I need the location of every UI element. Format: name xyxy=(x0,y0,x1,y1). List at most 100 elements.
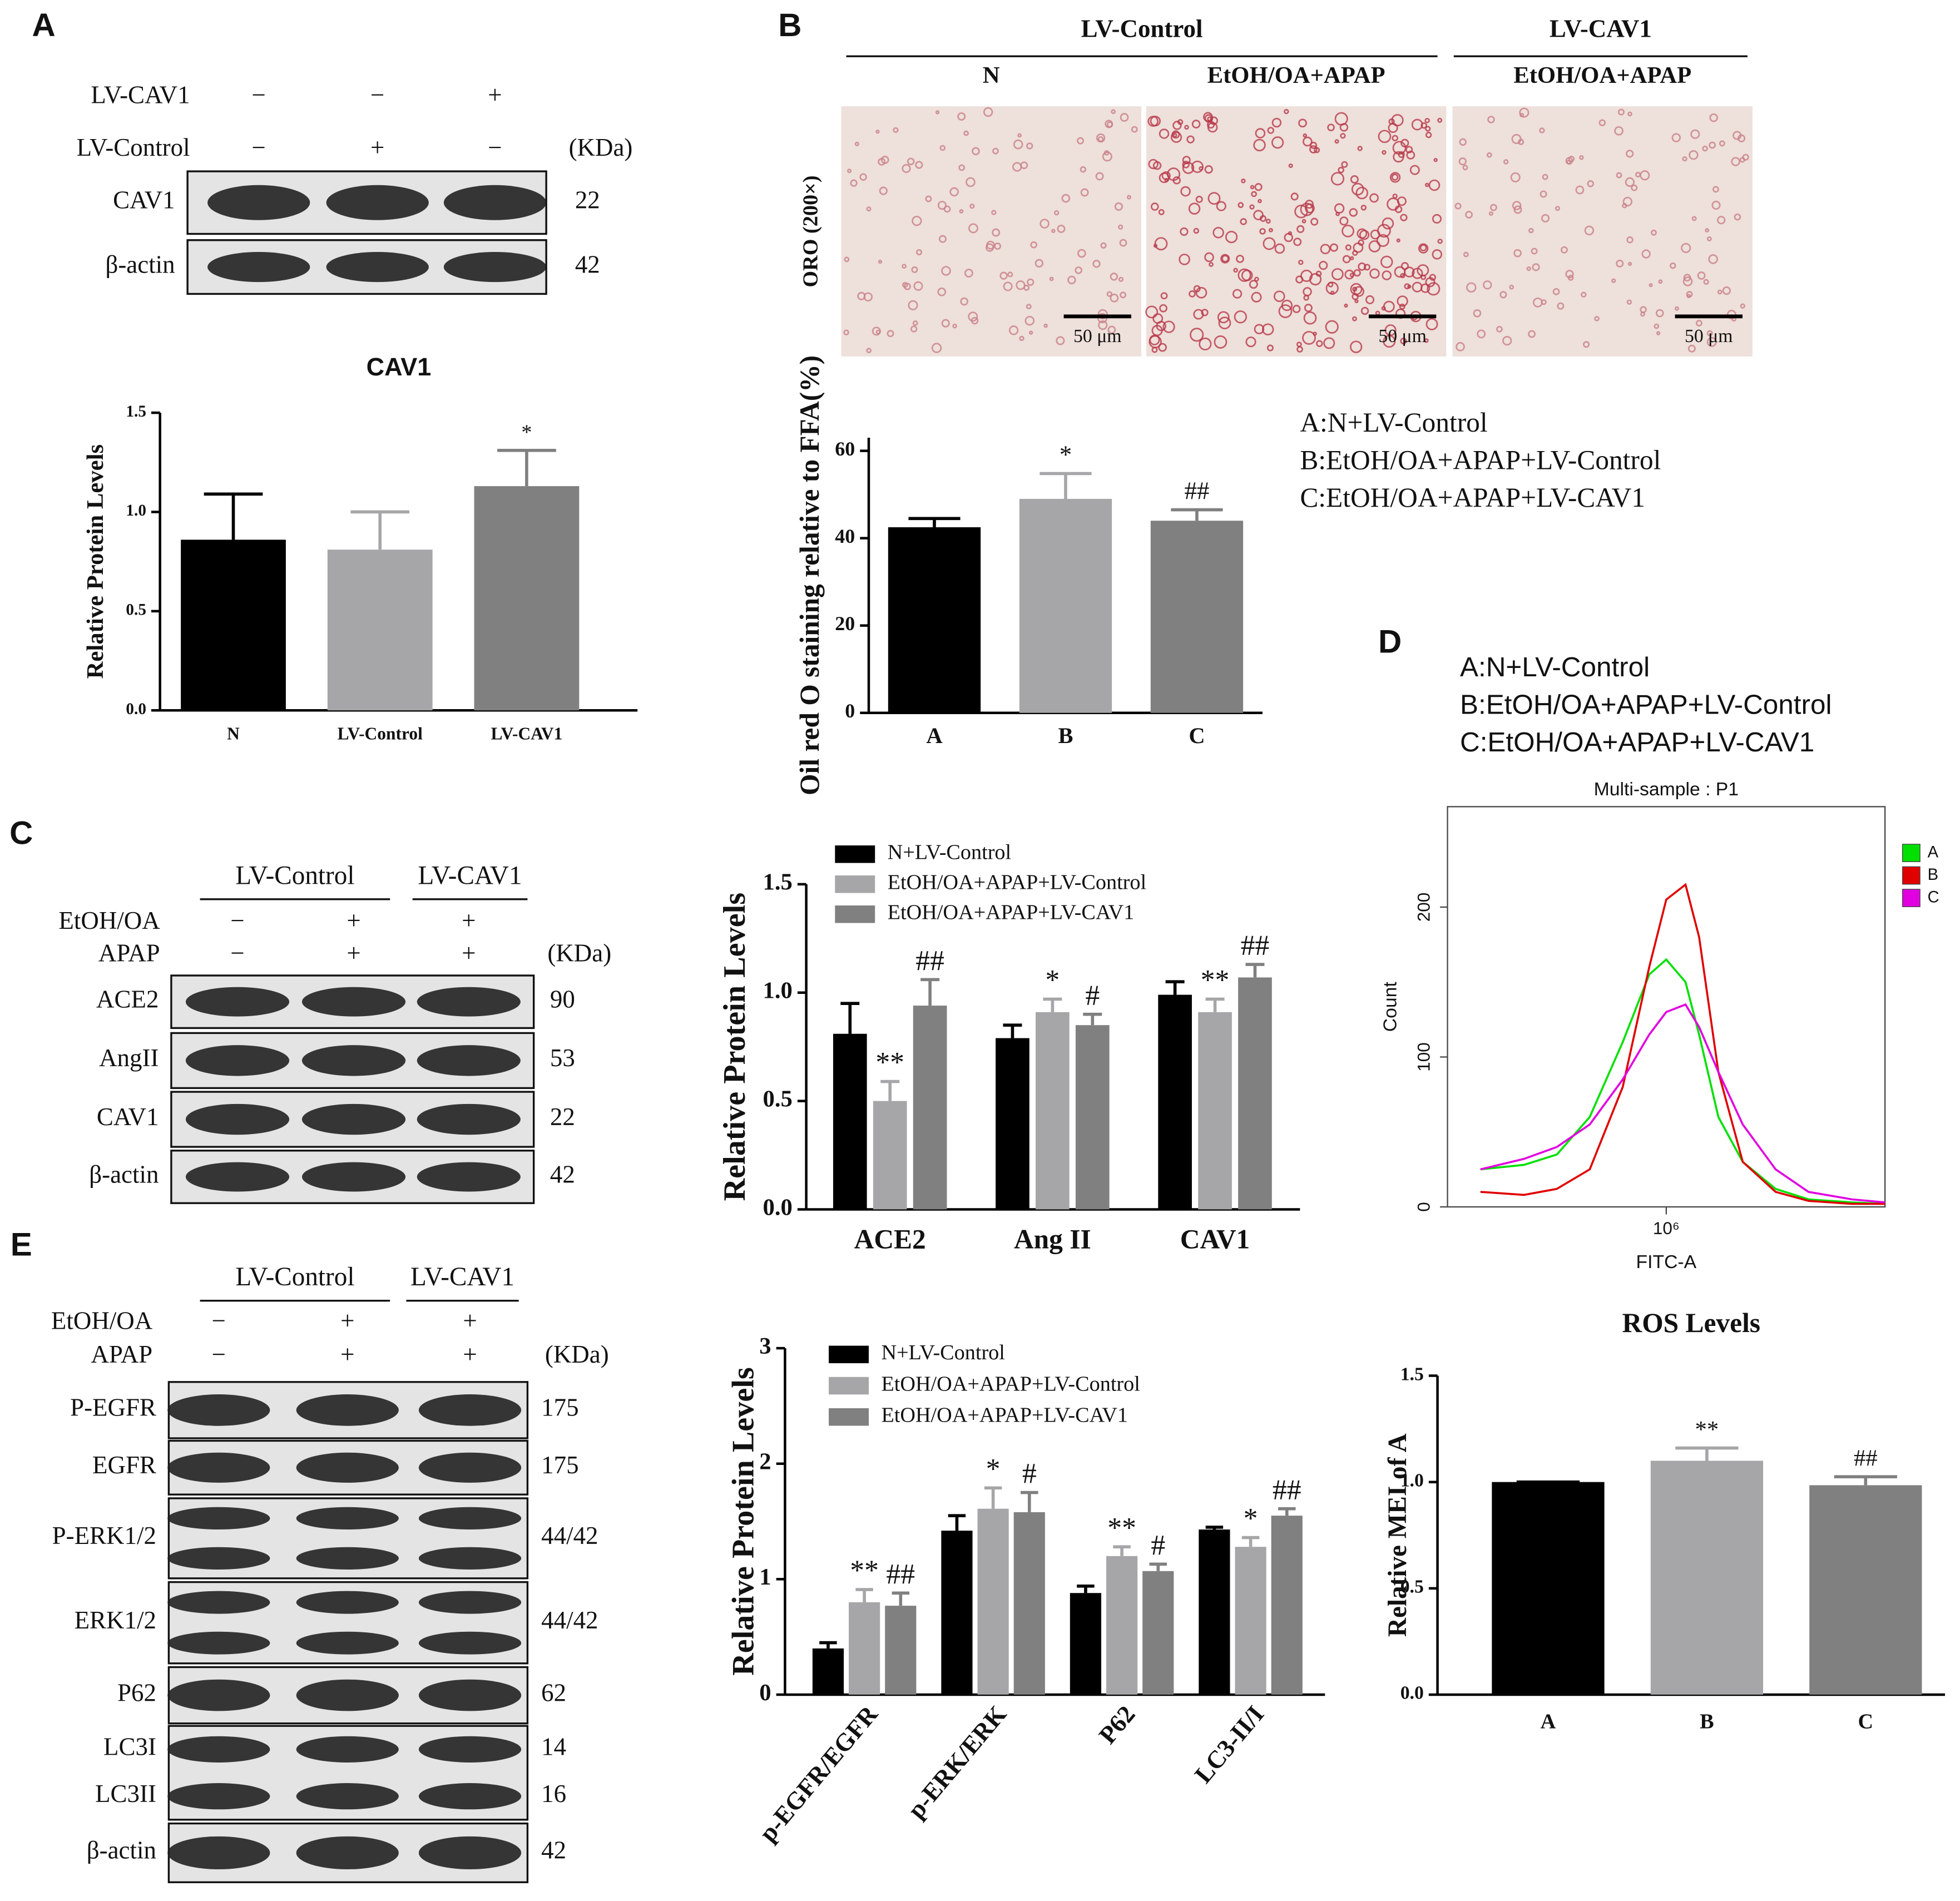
protein-band xyxy=(326,252,429,283)
lipid-droplet xyxy=(1396,238,1400,242)
lipid-droplet xyxy=(1077,249,1086,258)
group-label: LV-Control xyxy=(235,861,354,890)
lipid-droplet xyxy=(1358,262,1367,271)
lipid-droplet xyxy=(949,187,959,197)
significance-label: ## xyxy=(915,945,944,977)
lipid-droplet xyxy=(1043,323,1048,328)
y-axis-label: Oil red O staining relative to FFA(%) xyxy=(794,355,825,795)
treatment-mark: − xyxy=(212,1340,226,1368)
lipid-droplet xyxy=(1111,109,1116,115)
row-label: APAP xyxy=(91,1340,152,1368)
condition-label: EtOH/OA+APAP xyxy=(1207,62,1385,88)
row-label: LV-Control xyxy=(77,133,190,161)
lipid-droplet xyxy=(1341,161,1348,168)
lipid-droplet xyxy=(1126,195,1131,200)
treatment-mark: − xyxy=(252,133,266,161)
lipid-droplet xyxy=(1207,192,1221,205)
lipid-droplet xyxy=(1342,255,1351,264)
key-text: C:EtOH/OA+APAP+LV-CAV1 xyxy=(1300,482,1645,513)
lipid-droplet xyxy=(1171,130,1180,139)
lipid-droplet xyxy=(1302,331,1316,345)
band-kda: 175 xyxy=(541,1451,578,1479)
lipid-droplet xyxy=(1731,157,1740,166)
lipid-droplet xyxy=(963,130,969,136)
lipid-droplet xyxy=(1310,217,1319,226)
bar xyxy=(941,1531,973,1695)
lipid-droplet xyxy=(1182,162,1195,174)
lipid-droplet xyxy=(1254,276,1259,282)
lipid-droplet xyxy=(887,330,894,338)
protein-band xyxy=(417,1045,521,1076)
lipid-droplet xyxy=(1509,284,1514,290)
x-tick-label: p-EGFR/EGFR xyxy=(754,1700,883,1847)
lipid-droplet xyxy=(1418,243,1429,254)
error-bar xyxy=(350,510,410,550)
lipid-droplet xyxy=(1017,133,1022,138)
lipid-droplet xyxy=(1397,295,1408,307)
protein-band xyxy=(167,1591,270,1614)
lipid-droplet xyxy=(1389,172,1401,183)
treatment-mark: + xyxy=(347,907,360,934)
lipid-droplet xyxy=(1393,151,1404,163)
lipid-droplet xyxy=(1353,269,1361,277)
band-label: ERK1/2 xyxy=(75,1606,156,1634)
lipid-droplet xyxy=(1674,306,1679,311)
lipid-droplet xyxy=(1513,249,1522,258)
bar xyxy=(885,1606,917,1695)
lipid-droplet xyxy=(1689,150,1699,160)
lipid-droplet xyxy=(1019,335,1024,341)
lipid-droplet xyxy=(1473,309,1482,318)
lipid-droplet xyxy=(971,316,979,325)
y-tick-label: 1.0 xyxy=(126,502,146,519)
protein-band xyxy=(296,1547,399,1570)
lipid-droplet xyxy=(1114,202,1123,211)
lipid-droplet xyxy=(1217,311,1230,324)
lipid-droplet xyxy=(968,223,978,234)
lipid-droplet xyxy=(1339,216,1349,226)
lipid-droplet xyxy=(1350,256,1354,260)
error-bar xyxy=(1171,508,1223,521)
lipid-droplet xyxy=(1266,344,1274,352)
lipid-droplet xyxy=(1552,288,1560,295)
band-label: CAV1 xyxy=(97,1103,159,1131)
lipid-droplet xyxy=(1454,202,1462,210)
lipid-droplet xyxy=(941,266,951,276)
x-tick-label: LV-Control xyxy=(338,724,423,743)
bar xyxy=(1142,1571,1174,1695)
bar xyxy=(327,549,433,711)
error-bar xyxy=(1834,1475,1897,1486)
lipid-droplet xyxy=(1162,320,1175,333)
lipid-droplet xyxy=(1241,179,1246,184)
lipid-droplet xyxy=(1150,116,1161,127)
band-kda: 90 xyxy=(550,986,575,1013)
protein-band xyxy=(296,1394,399,1426)
protein-band xyxy=(418,1783,522,1810)
band-kda: 175 xyxy=(541,1394,578,1422)
lipid-droplet xyxy=(1711,200,1721,210)
protein-band xyxy=(418,1736,522,1763)
lipid-droplet xyxy=(1097,309,1108,320)
treatment-mark: − xyxy=(370,81,384,109)
lipid-droplet xyxy=(866,206,872,212)
lipid-droplet xyxy=(1598,119,1606,126)
lipid-droplet xyxy=(1051,229,1056,234)
lipid-droplet xyxy=(1195,195,1203,203)
lipid-droplet xyxy=(1110,273,1118,281)
lipid-droplet xyxy=(1717,216,1726,225)
lipid-droplet xyxy=(1583,341,1590,348)
lipid-droplet xyxy=(1622,203,1627,209)
significance-label: ## xyxy=(1184,477,1209,505)
lipid-droplet xyxy=(937,201,947,210)
lipid-droplet xyxy=(915,161,923,169)
lipid-droplet xyxy=(1581,291,1587,298)
lipid-droplet xyxy=(1120,291,1127,299)
lipid-droplet xyxy=(1428,179,1441,191)
lipid-droplet xyxy=(1568,156,1575,162)
lipid-droplet xyxy=(1526,266,1531,271)
lipid-droplet xyxy=(1391,174,1399,181)
x-tick-label: LC3-II/I xyxy=(1189,1700,1269,1788)
histogram-line xyxy=(1480,883,1885,1205)
lipid-droplet xyxy=(1148,159,1159,170)
lipid-droplet xyxy=(966,177,976,187)
lipid-droplet xyxy=(1706,336,1717,347)
